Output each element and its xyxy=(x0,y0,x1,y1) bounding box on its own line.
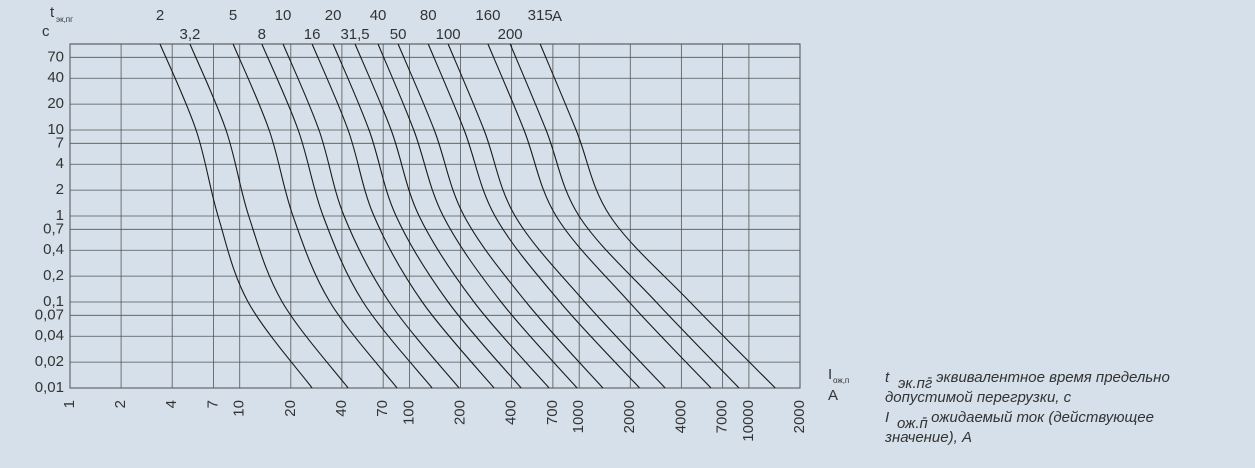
x-tick-label: 100 xyxy=(400,400,417,425)
curve xyxy=(261,43,433,389)
series-label: 20 xyxy=(325,7,342,24)
curve xyxy=(159,43,313,389)
x-tick-label: 4000 xyxy=(672,400,689,433)
y-tick-label: 4 xyxy=(56,155,64,172)
series-label: 2 xyxy=(156,7,164,24)
y-tick-label: 0,1 xyxy=(43,293,64,310)
series-unit: A xyxy=(552,8,562,25)
curve xyxy=(487,43,712,389)
note-text: значение), А xyxy=(884,429,972,446)
y-tick-label: 0,2 xyxy=(43,267,64,284)
x-axis-unit: A xyxy=(828,387,838,404)
curve xyxy=(311,43,495,389)
note-text: - ожидаемый ток (действующее xyxy=(922,409,1154,426)
y-tick-label: 20 xyxy=(47,95,64,112)
x-tick-label: 2 xyxy=(112,400,129,408)
x-tick-label: 20 xyxy=(282,400,299,417)
x-tick-label: 2000 xyxy=(621,400,638,433)
curve xyxy=(539,43,776,389)
series-label: 3,2 xyxy=(180,26,201,43)
y-tick-label: 0,07 xyxy=(35,306,64,323)
curve xyxy=(354,43,550,389)
x-tick-label: 200 xyxy=(452,400,469,425)
y-tick-label: 7 xyxy=(56,134,64,151)
series-label: 160 xyxy=(475,7,500,24)
series-label: 80 xyxy=(420,7,437,24)
y-tick-label: 2 xyxy=(56,181,64,198)
curve xyxy=(232,43,398,389)
y-axis-subscript: эк,пг xyxy=(56,15,73,24)
x-tick-label: 10 xyxy=(231,400,248,417)
series-label: 315 xyxy=(528,7,553,24)
note-subscript: эк.пг xyxy=(898,375,933,392)
note-symbol: I xyxy=(885,409,889,426)
curve xyxy=(397,43,604,389)
curve xyxy=(332,43,522,389)
note-symbol: t xyxy=(885,369,890,386)
x-tick-label: 400 xyxy=(503,400,520,425)
x-tick-label: 7000 xyxy=(714,400,731,433)
y-tick-label: 0,7 xyxy=(43,220,64,237)
note-text: - эквивалентное время предельно xyxy=(927,369,1170,386)
y-axis-symbol: t xyxy=(50,4,55,21)
x-tick-label: 10000 xyxy=(740,400,757,442)
curve xyxy=(282,43,460,389)
x-axis-subscript: ож,п xyxy=(833,376,849,385)
series-label: 40 xyxy=(370,7,387,24)
x-tick-label: 1 xyxy=(61,400,78,408)
series-label: 50 xyxy=(390,26,407,43)
x-axis-symbol: I xyxy=(828,366,832,383)
series-label: 8 xyxy=(258,26,266,43)
curve xyxy=(189,43,349,389)
x-tick-label: 70 xyxy=(374,400,391,417)
y-tick-label: 0,01 xyxy=(35,379,64,396)
note-text: допустимой перегрузки, с xyxy=(885,389,1072,406)
y-axis-unit: c xyxy=(42,23,50,40)
series-label: 100 xyxy=(436,26,461,43)
x-tick-label: 4 xyxy=(163,400,180,408)
curve xyxy=(377,43,578,389)
x-tick-label: 7 xyxy=(204,400,221,408)
x-tick-label: 700 xyxy=(544,400,561,425)
series-label: 200 xyxy=(498,26,523,43)
series-label: 10 xyxy=(275,7,292,24)
x-tick-label: 40 xyxy=(333,400,350,417)
y-tick-label: 1 xyxy=(56,207,64,224)
y-tick-label: 0,04 xyxy=(35,327,64,344)
y-tick-label: 40 xyxy=(47,69,64,86)
note-subscript: ож.п xyxy=(897,415,928,432)
y-tick-label: 0,02 xyxy=(35,353,64,370)
curve xyxy=(447,43,666,389)
y-tick-label: 70 xyxy=(47,48,64,65)
x-tick-label: 1000 xyxy=(570,400,587,433)
curve xyxy=(427,43,641,389)
series-label: 16 xyxy=(304,26,321,43)
y-tick-label: 0,4 xyxy=(43,241,64,258)
series-label: 31,5 xyxy=(340,26,369,43)
curve xyxy=(509,43,740,389)
series-label: 5 xyxy=(229,7,237,24)
y-tick-label: 10 xyxy=(47,121,64,138)
x-tick-label: 2000 xyxy=(791,400,808,433)
notes: t эк.пг - эквивалентное время предельно … xyxy=(884,369,1170,446)
